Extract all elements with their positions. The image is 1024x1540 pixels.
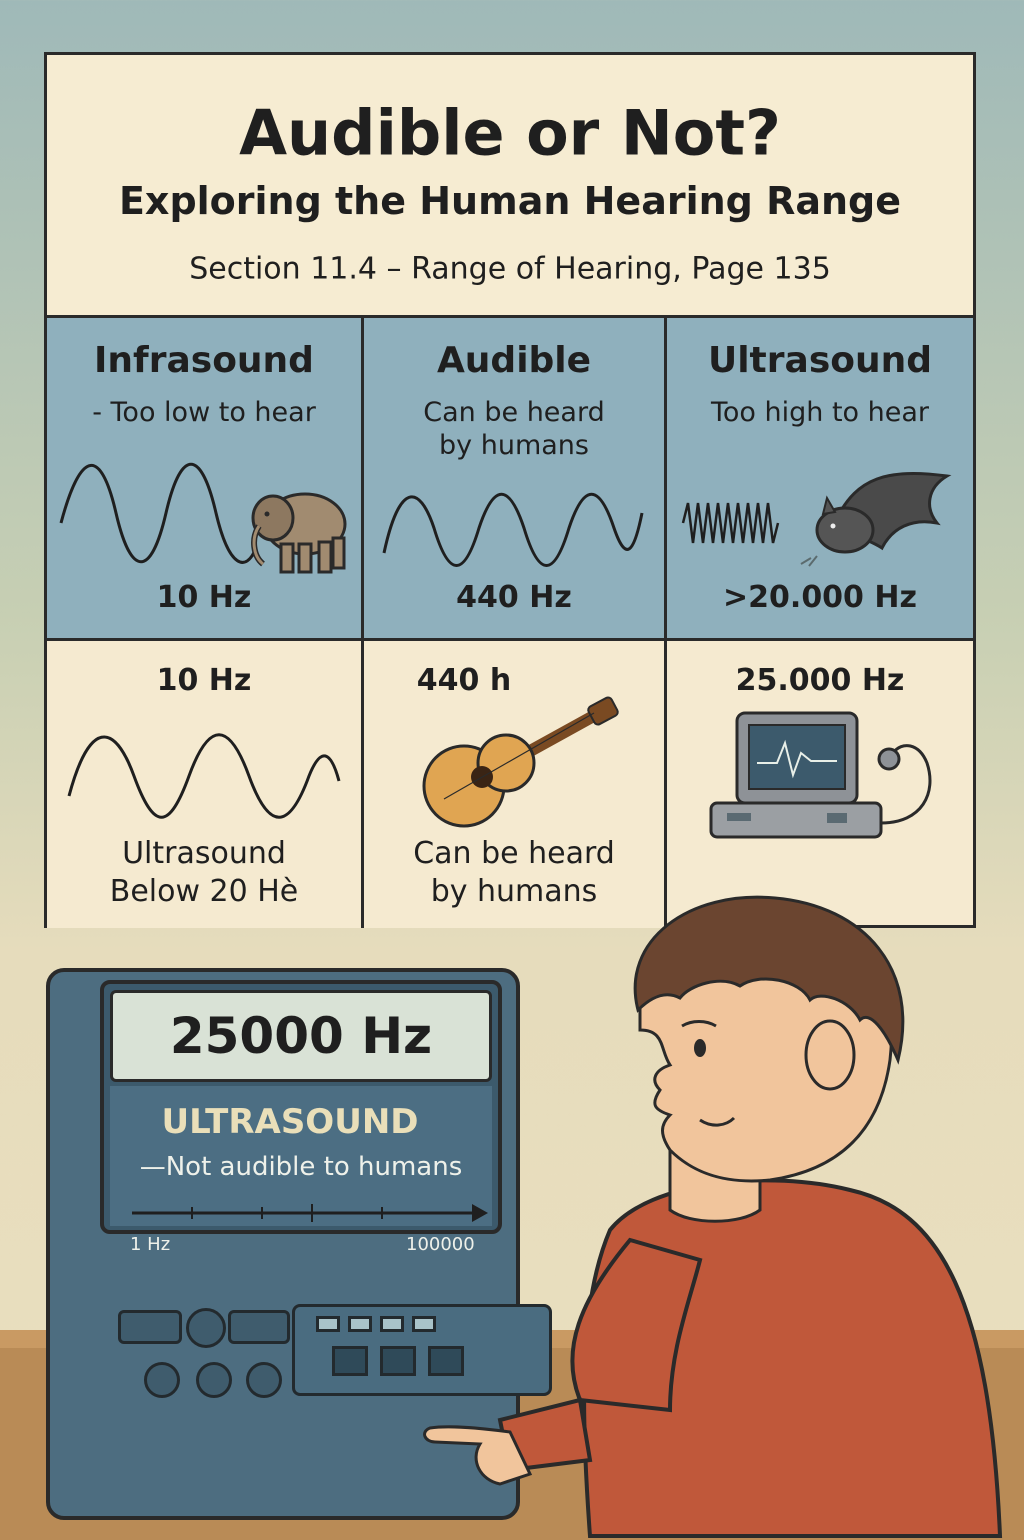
frequency-readout-display: 25000 Hz bbox=[110, 990, 492, 1082]
low-frequency-wave-icon bbox=[59, 463, 258, 564]
control-panel bbox=[46, 1288, 566, 1520]
cell-description: Too high to hear bbox=[710, 397, 930, 428]
key-button[interactable] bbox=[332, 1346, 368, 1376]
bat-icon bbox=[800, 472, 952, 567]
grid-divider bbox=[361, 318, 364, 928]
key-button[interactable] bbox=[412, 1316, 436, 1332]
grid-divider bbox=[47, 638, 973, 641]
screen-info-area bbox=[110, 1086, 492, 1226]
audibility-message: —Not audible to humans bbox=[139, 1152, 463, 1182]
cell-title: Ultrasound bbox=[707, 340, 932, 381]
cell-infrasound: Infrasound - Too low to hear 10 Hz bbox=[47, 318, 361, 638]
mid-frequency-wave-icon bbox=[382, 493, 644, 567]
panel-button[interactable] bbox=[118, 1310, 182, 1344]
frequency-readout: 25000 Hz bbox=[169, 1007, 433, 1065]
panel-knob[interactable] bbox=[196, 1362, 232, 1398]
section-reference: Section 11.4 – Range of Hearing, Page 13… bbox=[189, 251, 831, 287]
key-button[interactable] bbox=[316, 1316, 340, 1332]
low-frequency-wave-icon bbox=[67, 733, 341, 819]
panel-knob[interactable] bbox=[144, 1362, 180, 1398]
poster-title: Audible or Not? bbox=[239, 96, 781, 170]
cell-frequency: >20.000 Hz bbox=[723, 580, 917, 615]
frequency-scale-arrow bbox=[132, 1204, 488, 1222]
key-button[interactable] bbox=[380, 1316, 404, 1332]
cell-frequency: 440 Hz bbox=[456, 580, 572, 615]
cell-caption-line1: Can be heard bbox=[413, 836, 615, 871]
guitar-icon bbox=[422, 696, 619, 828]
cell-title: Infrasound bbox=[94, 340, 314, 381]
ultrasound-machine-icon bbox=[709, 711, 932, 839]
poster-subtitle: Exploring the Human Hearing Range bbox=[118, 179, 902, 223]
sound-classification: ULTRASOUND bbox=[161, 1102, 419, 1142]
cell-ultrasound: Ultrasound Too high to hear >20.000 Hz bbox=[667, 318, 973, 638]
boy-illustration bbox=[423, 895, 1003, 1538]
cell-title: Audible bbox=[436, 340, 592, 381]
scale-min-label: 1 Hz bbox=[130, 1234, 171, 1255]
cell-caption-line1: Ultrasound bbox=[122, 836, 286, 871]
cell-caption-line2: by humans bbox=[430, 874, 598, 909]
hearing-range-poster: Audible or Not? Exploring the Human Hear… bbox=[44, 52, 976, 928]
cell-frequency: 10 Hz bbox=[156, 663, 252, 698]
cell-frequency: 25.000 Hz bbox=[735, 663, 905, 698]
cell-description-line2: by humans bbox=[439, 430, 589, 461]
cell-description-line1: Can be heard bbox=[423, 397, 605, 428]
key-button[interactable] bbox=[428, 1346, 464, 1376]
cell-frequency: 10 Hz bbox=[156, 580, 252, 615]
key-button[interactable] bbox=[348, 1316, 372, 1332]
key-button[interactable] bbox=[380, 1346, 416, 1376]
cell-example-audible: 440 h Can be heard by humans bbox=[364, 641, 664, 928]
panel-knob[interactable] bbox=[186, 1308, 226, 1348]
cell-example-ultrasound: 25.000 Hz bbox=[667, 641, 973, 871]
elephant-icon bbox=[251, 492, 347, 574]
cell-example-low: 10 Hz Ultrasound Below 20 Hè bbox=[47, 641, 361, 928]
panel-knob[interactable] bbox=[246, 1362, 282, 1398]
grid-divider bbox=[664, 318, 667, 928]
cell-frequency: 440 h bbox=[416, 663, 512, 698]
scale-max-label: 100000 bbox=[406, 1234, 475, 1255]
poster-header: Audible or Not? Exploring the Human Hear… bbox=[47, 55, 973, 318]
cell-description: - Too low to hear bbox=[92, 397, 316, 428]
high-frequency-wave-icon bbox=[681, 502, 780, 544]
cell-audible: Audible Can be heard by humans 440 Hz bbox=[364, 318, 664, 638]
cell-caption-line2: Below 20 Hè bbox=[109, 874, 299, 909]
panel-button[interactable] bbox=[228, 1310, 290, 1344]
